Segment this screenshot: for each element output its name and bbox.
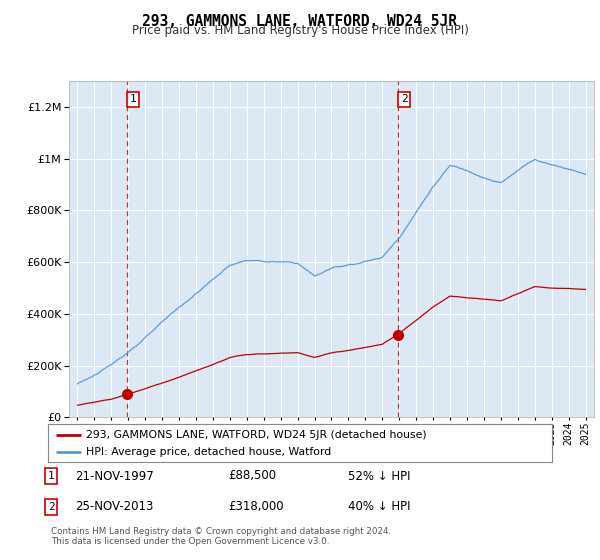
Text: 1: 1 [47, 471, 55, 481]
Text: 52% ↓ HPI: 52% ↓ HPI [348, 469, 410, 483]
Text: 293, GAMMONS LANE, WATFORD, WD24 5JR (detached house): 293, GAMMONS LANE, WATFORD, WD24 5JR (de… [86, 430, 427, 440]
Text: 2: 2 [47, 502, 55, 512]
Text: Contains HM Land Registry data © Crown copyright and database right 2024.
This d: Contains HM Land Registry data © Crown c… [51, 526, 391, 546]
Text: 293, GAMMONS LANE, WATFORD, WD24 5JR: 293, GAMMONS LANE, WATFORD, WD24 5JR [143, 14, 458, 29]
Text: 40% ↓ HPI: 40% ↓ HPI [348, 500, 410, 514]
Text: HPI: Average price, detached house, Watford: HPI: Average price, detached house, Watf… [86, 447, 331, 458]
Text: £318,000: £318,000 [228, 500, 284, 514]
Text: 1: 1 [130, 94, 137, 104]
Text: 2: 2 [401, 94, 407, 104]
Text: £88,500: £88,500 [228, 469, 276, 483]
Text: 21-NOV-1997: 21-NOV-1997 [75, 469, 154, 483]
Text: Price paid vs. HM Land Registry's House Price Index (HPI): Price paid vs. HM Land Registry's House … [131, 24, 469, 37]
Text: 25-NOV-2013: 25-NOV-2013 [75, 500, 154, 514]
